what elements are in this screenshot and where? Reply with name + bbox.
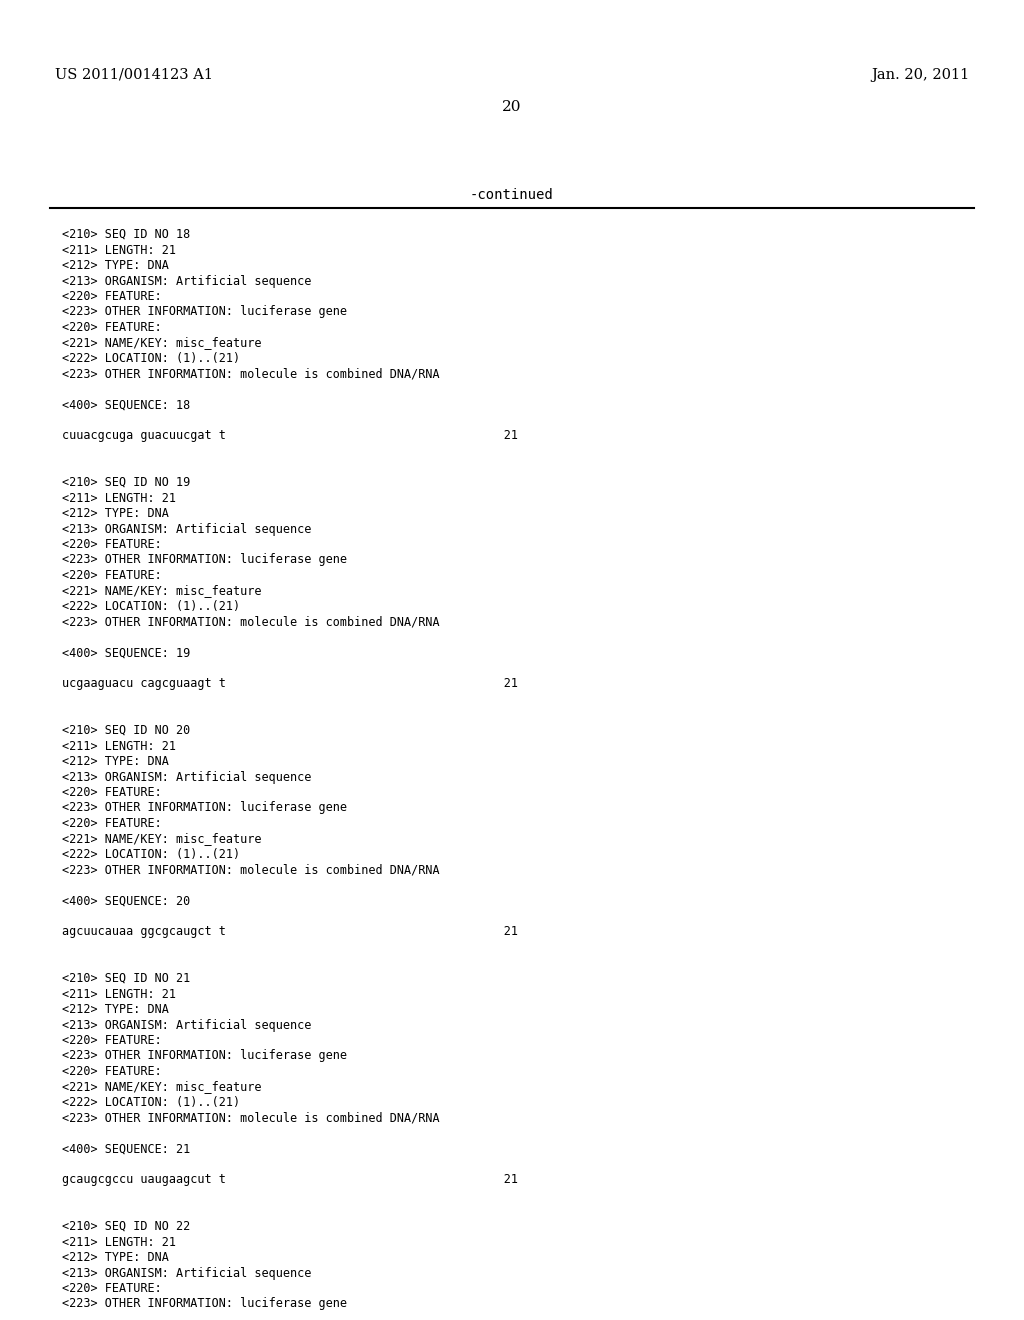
Text: <211> LENGTH: 21: <211> LENGTH: 21 [62,243,176,256]
Text: <210> SEQ ID NO 19: <210> SEQ ID NO 19 [62,477,190,488]
Text: <210> SEQ ID NO 18: <210> SEQ ID NO 18 [62,228,190,242]
Text: <400> SEQUENCE: 18: <400> SEQUENCE: 18 [62,399,190,412]
Text: 20: 20 [502,100,522,114]
Text: <400> SEQUENCE: 19: <400> SEQUENCE: 19 [62,647,190,660]
Text: <223> OTHER INFORMATION: molecule is combined DNA/RNA: <223> OTHER INFORMATION: molecule is com… [62,1111,439,1125]
Text: <223> OTHER INFORMATION: molecule is combined DNA/RNA: <223> OTHER INFORMATION: molecule is com… [62,367,439,380]
Text: <210> SEQ ID NO 22: <210> SEQ ID NO 22 [62,1220,190,1233]
Text: ucgaaguacu cagcguaagt t                                       21: ucgaaguacu cagcguaagt t 21 [62,677,518,690]
Text: <212> TYPE: DNA: <212> TYPE: DNA [62,1251,169,1265]
Text: <223> OTHER INFORMATION: molecule is combined DNA/RNA: <223> OTHER INFORMATION: molecule is com… [62,863,439,876]
Text: <212> TYPE: DNA: <212> TYPE: DNA [62,755,169,768]
Text: <222> LOCATION: (1)..(21): <222> LOCATION: (1)..(21) [62,1096,240,1109]
Text: <211> LENGTH: 21: <211> LENGTH: 21 [62,987,176,1001]
Text: agcuucauaa ggcgcaugct t                                       21: agcuucauaa ggcgcaugct t 21 [62,925,518,939]
Text: <220> FEATURE:: <220> FEATURE: [62,1065,162,1078]
Text: <212> TYPE: DNA: <212> TYPE: DNA [62,1003,169,1016]
Text: <223> OTHER INFORMATION: luciferase gene: <223> OTHER INFORMATION: luciferase gene [62,1298,347,1311]
Text: <223> OTHER INFORMATION: luciferase gene: <223> OTHER INFORMATION: luciferase gene [62,305,347,318]
Text: <220> FEATURE:: <220> FEATURE: [62,1034,162,1047]
Text: <223> OTHER INFORMATION: luciferase gene: <223> OTHER INFORMATION: luciferase gene [62,1049,347,1063]
Text: <220> FEATURE:: <220> FEATURE: [62,569,162,582]
Text: <212> TYPE: DNA: <212> TYPE: DNA [62,259,169,272]
Text: <220> FEATURE:: <220> FEATURE: [62,785,162,799]
Text: <222> LOCATION: (1)..(21): <222> LOCATION: (1)..(21) [62,601,240,612]
Text: -continued: -continued [470,187,554,202]
Text: <221> NAME/KEY: misc_feature: <221> NAME/KEY: misc_feature [62,585,261,598]
Text: <220> FEATURE:: <220> FEATURE: [62,290,162,304]
Text: <211> LENGTH: 21: <211> LENGTH: 21 [62,1236,176,1249]
Text: <212> TYPE: DNA: <212> TYPE: DNA [62,507,169,520]
Text: <220> FEATURE:: <220> FEATURE: [62,539,162,550]
Text: <221> NAME/KEY: misc_feature: <221> NAME/KEY: misc_feature [62,337,261,350]
Text: cuuacgcuga guacuucgat t                                       21: cuuacgcuga guacuucgat t 21 [62,429,518,442]
Text: <213> ORGANISM: Artificial sequence: <213> ORGANISM: Artificial sequence [62,275,311,288]
Text: <213> ORGANISM: Artificial sequence: <213> ORGANISM: Artificial sequence [62,771,311,784]
Text: <223> OTHER INFORMATION: molecule is combined DNA/RNA: <223> OTHER INFORMATION: molecule is com… [62,615,439,628]
Text: <220> FEATURE:: <220> FEATURE: [62,817,162,830]
Text: <211> LENGTH: 21: <211> LENGTH: 21 [62,739,176,752]
Text: <210> SEQ ID NO 21: <210> SEQ ID NO 21 [62,972,190,985]
Text: <221> NAME/KEY: misc_feature: <221> NAME/KEY: misc_feature [62,833,261,846]
Text: <220> FEATURE:: <220> FEATURE: [62,1282,162,1295]
Text: US 2011/0014123 A1: US 2011/0014123 A1 [55,69,213,82]
Text: <222> LOCATION: (1)..(21): <222> LOCATION: (1)..(21) [62,847,240,861]
Text: <213> ORGANISM: Artificial sequence: <213> ORGANISM: Artificial sequence [62,523,311,536]
Text: <220> FEATURE:: <220> FEATURE: [62,321,162,334]
Text: <400> SEQUENCE: 20: <400> SEQUENCE: 20 [62,895,190,908]
Text: <221> NAME/KEY: misc_feature: <221> NAME/KEY: misc_feature [62,1081,261,1093]
Text: <223> OTHER INFORMATION: luciferase gene: <223> OTHER INFORMATION: luciferase gene [62,801,347,814]
Text: <213> ORGANISM: Artificial sequence: <213> ORGANISM: Artificial sequence [62,1019,311,1031]
Text: <211> LENGTH: 21: <211> LENGTH: 21 [62,491,176,504]
Text: <223> OTHER INFORMATION: luciferase gene: <223> OTHER INFORMATION: luciferase gene [62,553,347,566]
Text: <222> LOCATION: (1)..(21): <222> LOCATION: (1)..(21) [62,352,240,366]
Text: gcaugcgccu uaugaagcut t                                       21: gcaugcgccu uaugaagcut t 21 [62,1173,518,1187]
Text: <210> SEQ ID NO 20: <210> SEQ ID NO 20 [62,723,190,737]
Text: <213> ORGANISM: Artificial sequence: <213> ORGANISM: Artificial sequence [62,1266,311,1279]
Text: <400> SEQUENCE: 21: <400> SEQUENCE: 21 [62,1143,190,1155]
Text: Jan. 20, 2011: Jan. 20, 2011 [870,69,969,82]
